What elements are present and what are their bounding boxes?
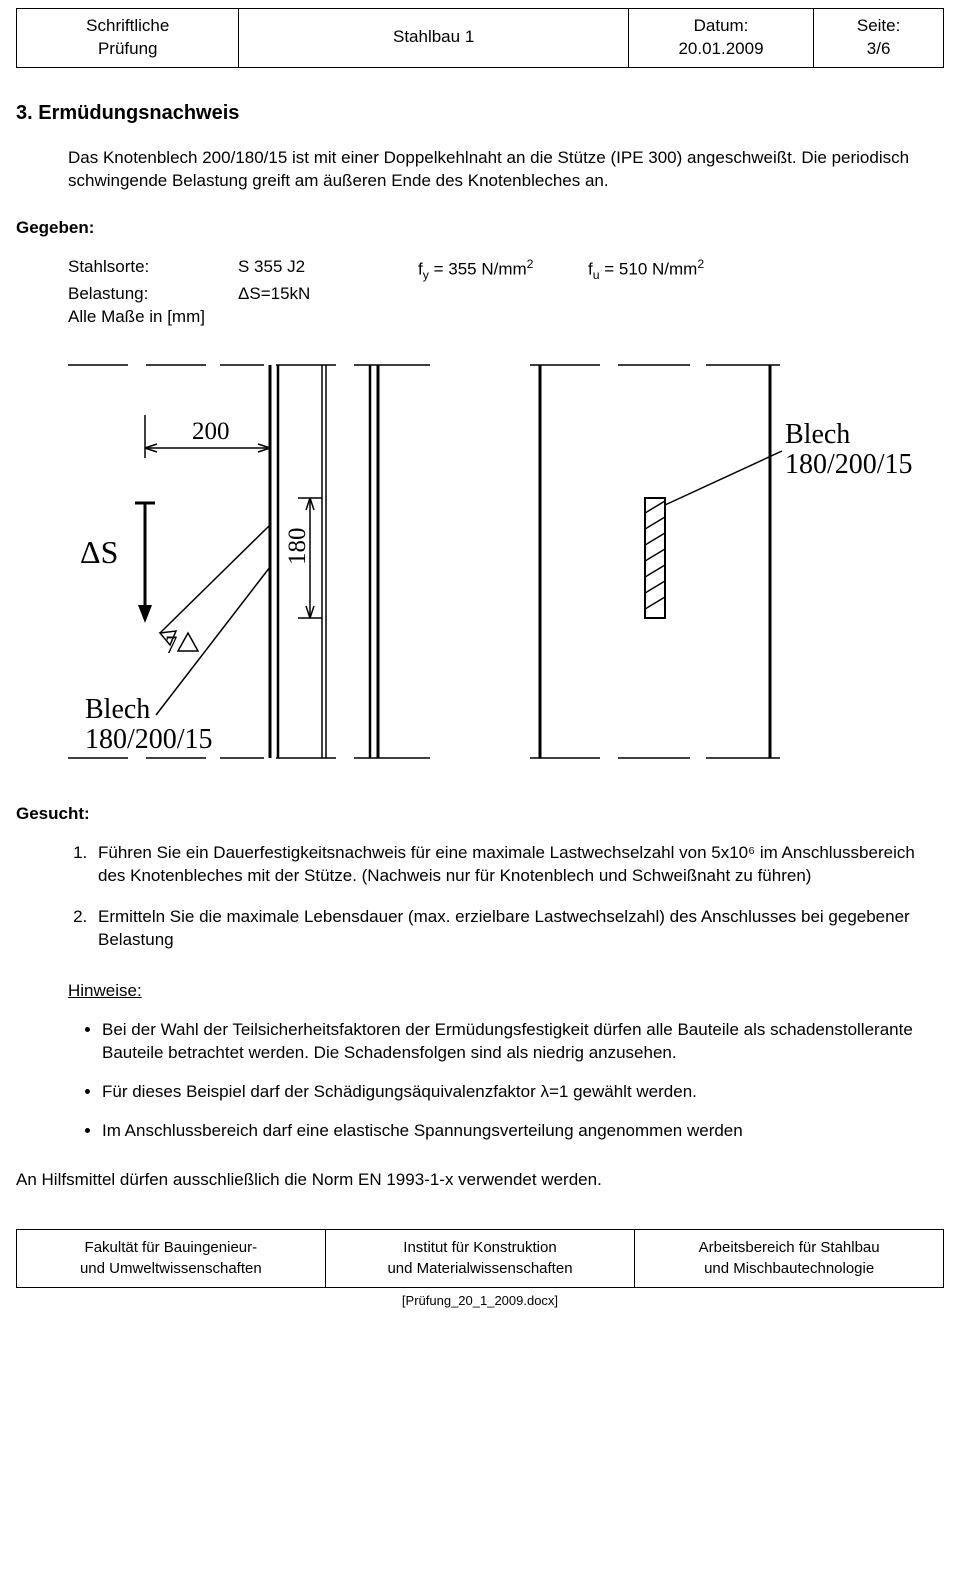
weld-size-7: 7	[165, 632, 178, 659]
load-value: ΔS=15kN	[238, 283, 418, 306]
gegeben-block: Stahlsorte: S 355 J2 fy = 355 N/mm2 fu =…	[68, 256, 944, 329]
blech-left-l2: 180/200/15	[85, 724, 213, 755]
hint-3: Im Anschlussbereich darf eine elastische…	[102, 1120, 944, 1143]
header-col4-l2: 3/6	[867, 39, 891, 58]
footer-col1-l2: und Umweltwissenschaften	[80, 1260, 262, 1277]
footer-col1-l1: Fakultät für Bauingenieur-	[85, 1239, 258, 1256]
hinweise-heading: Hinweise:	[68, 980, 944, 1003]
blech-left-l1: Blech	[85, 694, 150, 725]
dim-200: 200	[192, 418, 230, 445]
load-label: Belastung:	[68, 283, 238, 306]
section-title: 3. Ermüdungsnachweis	[16, 100, 944, 127]
gesucht-list: Führen Sie ein Dauerfestigkeitsnachweis …	[68, 842, 944, 952]
technical-drawing: 200 180 ΔS 7 Blech 180/200/15 Blech 180/…	[40, 353, 920, 773]
aux-note: An Hilfsmittel dürfen ausschließlich die…	[16, 1169, 944, 1192]
header-col4-l1: Seite:	[857, 16, 900, 35]
page-header-table: Schriftliche Prüfung Stahlbau 1 Datum: 2…	[16, 8, 944, 68]
header-col3-l2: 20.01.2009	[678, 39, 763, 58]
file-reference: [Prüfung_20_1_2009.docx]	[16, 1292, 944, 1310]
hint-1: Bei der Wahl der Teilsicherheitsfaktoren…	[102, 1019, 944, 1065]
fy-value: fy = 355 N/mm2	[418, 256, 588, 284]
delta-s-label: ΔS	[80, 534, 118, 570]
footer-col2-l2: und Materialwissenschaften	[387, 1260, 572, 1277]
header-col1-l1: Schriftliche	[86, 16, 169, 35]
dim-180: 180	[284, 528, 311, 566]
blech-right-l1: Blech	[785, 419, 850, 450]
header-col1-l2: Prüfung	[98, 39, 158, 58]
header-title: Stahlbau 1	[393, 27, 474, 46]
intro-paragraph: Das Knotenblech 200/180/15 ist mit einer…	[68, 147, 944, 193]
footer-col2-l1: Institut für Konstruktion	[403, 1239, 556, 1256]
header-col3-l1: Datum:	[694, 16, 749, 35]
page-footer-table: Fakultät für Bauingenieur- und Umweltwis…	[16, 1229, 944, 1288]
dims-label: Alle Maße in [mm]	[68, 306, 205, 329]
gesucht-item-1: Führen Sie ein Dauerfestigkeitsnachweis …	[92, 842, 944, 888]
steel-label: Stahlsorte:	[68, 256, 238, 284]
blech-right-l2: 180/200/15	[785, 449, 913, 480]
fu-value: fu = 510 N/mm2	[588, 256, 758, 284]
steel-value: S 355 J2	[238, 256, 418, 284]
hinweise-list: Bei der Wahl der Teilsicherheitsfaktoren…	[86, 1019, 944, 1143]
gesucht-item-2: Ermitteln Sie die maximale Lebensdauer (…	[92, 906, 944, 952]
hint-2: Für dieses Beispiel darf der Schädigungs…	[102, 1081, 944, 1104]
footer-col3-l1: Arbeitsbereich für Stahlbau	[699, 1239, 880, 1256]
gegeben-heading: Gegeben:	[16, 217, 944, 240]
gesucht-heading: Gesucht:	[16, 803, 944, 826]
footer-col3-l2: und Mischbautechnologie	[704, 1260, 874, 1277]
